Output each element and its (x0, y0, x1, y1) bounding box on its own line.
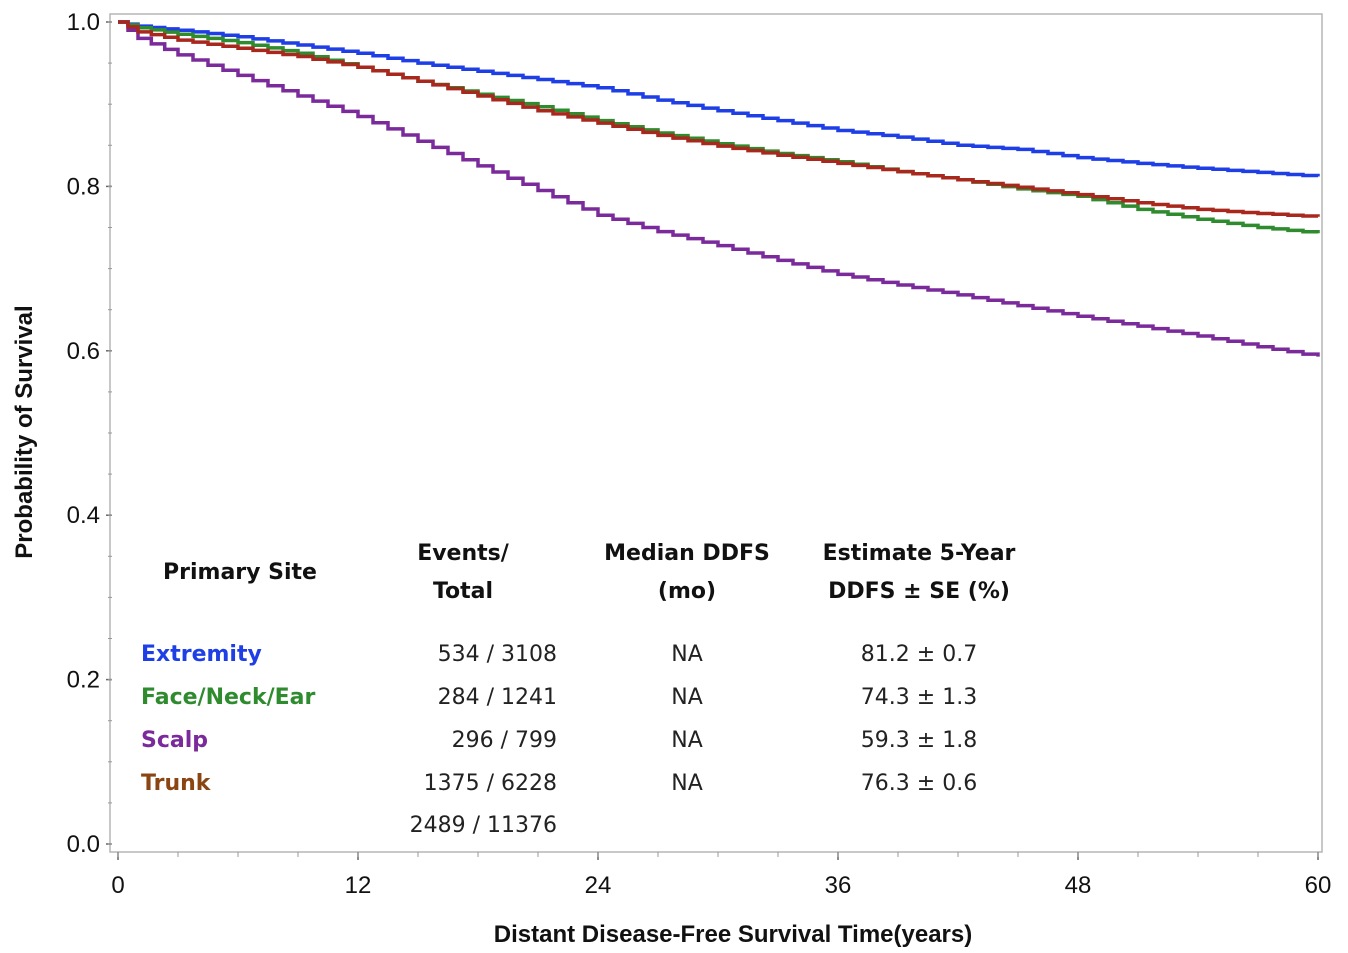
table-row-median: NA (671, 728, 703, 753)
table-row-median: NA (671, 642, 703, 667)
x-tick-label: 24 (585, 872, 612, 899)
table-row-site: Face/Neck/Ear (141, 685, 315, 710)
y-tick-label: 0.8 (67, 173, 100, 200)
table-row-events: 1375 / 6228 (424, 771, 557, 796)
y-axis-label: Probability of Survival (11, 305, 38, 558)
x-tick-label: 0 (111, 872, 124, 899)
y-tick-label: 0.0 (67, 831, 100, 858)
table-row: Scalp 296 / 799 NA 59.3 ± 1.8 (141, 728, 977, 753)
table-row-estimate: 59.3 ± 1.8 (861, 728, 977, 753)
table-row-estimate: 76.3 ± 0.6 (861, 771, 977, 796)
table-row-events: 296 / 799 (452, 728, 557, 753)
x-tick-label: 12 (345, 872, 372, 899)
table-row-site: Extremity (141, 642, 262, 667)
table-row: Face/Neck/Ear 284 / 1241 NA 74.3 ± 1.3 (141, 685, 977, 710)
y-tick-label: 0.2 (67, 667, 100, 694)
table-header-events-line2: Total (433, 579, 493, 604)
series-line-scalp (118, 20, 1320, 357)
series-line-extremity (118, 20, 1320, 178)
table-header-median-line2: (mo) (658, 579, 716, 604)
axes: 0.0 0.2 0.4 0.6 0.8 1.0 0 12 24 36 48 60 (67, 9, 1332, 899)
y-tick-label: 0.4 (67, 502, 100, 529)
table-row-events: 534 / 3108 (438, 642, 557, 667)
table-header-estimate-line1: Estimate 5-Year (823, 541, 1016, 566)
summary-table: Primary Site Events/ Total Median DDFS (… (141, 541, 1016, 838)
table-row-site: Scalp (141, 728, 208, 753)
table-header-median-line1: Median DDFS (604, 541, 770, 566)
y-tick-label: 0.6 (67, 338, 100, 365)
table-total-events: 2489 / 11376 (410, 813, 557, 838)
table-row: Trunk 1375 / 6228 NA 76.3 ± 0.6 (141, 771, 977, 796)
x-axis-label: Distant Disease-Free Survival Time(years… (494, 921, 972, 948)
table-row-site: Trunk (141, 771, 212, 796)
table-row: Extremity 534 / 3108 NA 81.2 ± 0.7 (141, 642, 977, 667)
x-tick-label: 48 (1065, 872, 1092, 899)
table-header-estimate-line2: DDFS ± SE (%) (828, 579, 1010, 604)
table-header-events-line1: Events/ (417, 541, 510, 566)
table-row-estimate: 81.2 ± 0.7 (861, 642, 977, 667)
series-line-face-neck-ear (118, 20, 1320, 234)
table-row-events: 284 / 1241 (438, 685, 557, 710)
table-row-median: NA (671, 685, 703, 710)
series-line-trunk (118, 20, 1320, 218)
table-row-estimate: 74.3 ± 1.3 (861, 685, 977, 710)
table-header-site: Primary Site (163, 560, 317, 585)
table-row-median: NA (671, 771, 703, 796)
x-tick-label: 60 (1305, 872, 1332, 899)
y-tick-label: 1.0 (67, 9, 100, 36)
x-tick-label: 36 (825, 872, 852, 899)
series-layer (118, 20, 1320, 357)
